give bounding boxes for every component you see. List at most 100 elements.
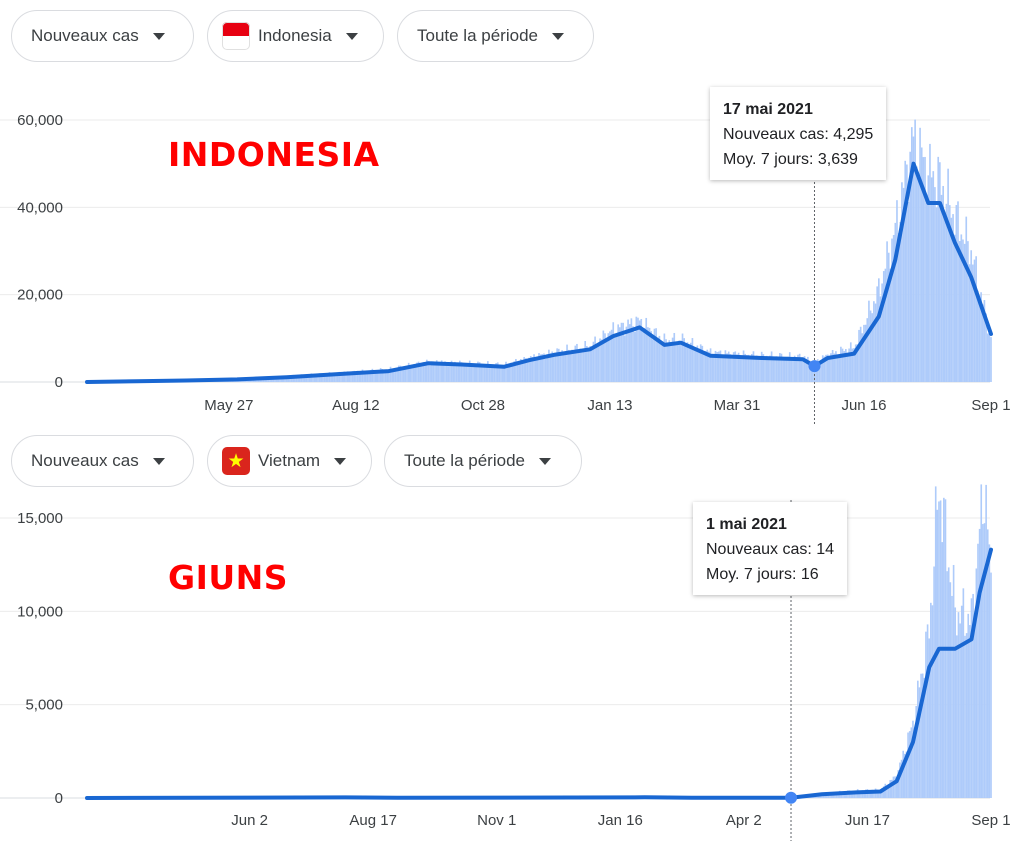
y-tick-label: 10,000 [17, 603, 63, 620]
metric-dropdown[interactable]: Nouveaux cas [11, 435, 194, 487]
daily-case-bar [328, 372, 331, 382]
daily-case-bar [534, 358, 537, 382]
x-tick-label: Sep 1 [971, 812, 1010, 829]
daily-case-bar [607, 333, 610, 382]
daily-case-bar [658, 335, 661, 382]
daily-case-bar [485, 364, 488, 382]
daily-case-bar [419, 366, 422, 382]
period-dropdown[interactable]: Toute la période [397, 10, 594, 62]
period-dropdown-label: Toute la période [404, 451, 525, 470]
daily-case-bar [952, 564, 955, 798]
daily-case-bar [982, 524, 984, 798]
daily-case-bar [317, 374, 319, 382]
daily-case-bar [746, 355, 748, 382]
daily-case-bar [820, 361, 822, 382]
daily-case-bar [886, 785, 888, 798]
daily-case-bar [340, 374, 342, 382]
daily-case-bar [978, 528, 981, 798]
daily-case-bar [663, 333, 666, 382]
daily-case-bar [701, 345, 704, 382]
daily-case-bar [863, 790, 865, 798]
daily-case-bar [899, 762, 901, 798]
daily-case-bar [878, 278, 880, 382]
daily-case-bar [977, 543, 979, 798]
daily-case-bar [473, 364, 476, 382]
daily-case-bar [544, 358, 547, 382]
daily-case-bar [434, 361, 436, 382]
daily-case-bar [754, 356, 756, 382]
x-tick-label: Jan 13 [587, 397, 632, 414]
daily-case-bar [411, 367, 413, 382]
daily-case-bar [709, 348, 712, 382]
vietnam-cases-chart[interactable]: 0 5,000 10,000 15,000 Jun 2 Aug 17 Nov 1 Jan 16… [0, 425, 1020, 850]
daily-case-bar [706, 349, 709, 382]
daily-case-bar [747, 354, 750, 382]
daily-case-bar [980, 292, 982, 382]
daily-case-bar [620, 322, 623, 382]
chevron-down-icon [538, 457, 551, 465]
daily-case-bar [891, 238, 893, 382]
period-dropdown-label: Toute la période [417, 26, 538, 45]
x-tick-label: Jun 16 [841, 397, 886, 414]
daily-case-bar [449, 362, 451, 382]
daily-case-bar [412, 364, 415, 382]
x-tick-label: Apr 2 [726, 812, 762, 829]
daily-case-bar [549, 353, 552, 382]
daily-case-bar [422, 361, 425, 382]
country-dropdown[interactable]: ★ Vietnam [207, 435, 372, 487]
x-tick-label: Mar 31 [714, 397, 761, 414]
daily-case-bar [373, 370, 375, 382]
daily-case-bar [835, 351, 837, 382]
daily-case-bar [496, 362, 499, 382]
daily-case-bar [683, 338, 685, 382]
daily-case-bar [318, 373, 321, 382]
hover-point-marker [808, 360, 821, 373]
daily-case-bar [775, 356, 778, 382]
daily-case-bar [907, 201, 910, 382]
daily-case-bar [873, 790, 875, 798]
daily-case-bar [487, 361, 489, 382]
daily-case-bar [955, 205, 958, 382]
daily-case-bar [744, 353, 747, 382]
daily-case-bar [361, 369, 364, 382]
daily-case-bar [401, 368, 403, 382]
y-tick-label: 0 [55, 374, 63, 391]
daily-case-bar [802, 358, 804, 382]
daily-case-bar [724, 350, 727, 382]
daily-case-bar [680, 342, 682, 382]
daily-case-bar [779, 353, 781, 382]
country-dropdown[interactable]: Indonesia [207, 10, 384, 62]
metric-dropdown[interactable]: Nouveaux cas [11, 10, 194, 62]
daily-case-bar [402, 366, 405, 382]
daily-case-bar [520, 359, 522, 382]
daily-case-bar [490, 365, 492, 382]
daily-case-bar [670, 344, 672, 382]
daily-case-bar [381, 369, 384, 382]
daily-case-bar [874, 303, 877, 382]
daily-case-bar [338, 371, 341, 382]
daily-case-bar [729, 354, 732, 382]
daily-case-bar [975, 256, 977, 382]
daily-case-bar [869, 310, 872, 382]
daily-case-bar [917, 680, 919, 798]
daily-case-bar [808, 360, 811, 382]
daily-case-bar [972, 593, 974, 798]
daily-case-bar [665, 339, 667, 382]
period-dropdown[interactable]: Toute la période [384, 435, 582, 487]
indonesia-cases-chart[interactable]: 0 20,000 40,000 60,000 May 27 Aug 12 Oct 28 Jan… [0, 0, 1020, 425]
daily-case-bar [990, 337, 992, 382]
daily-case-bar [650, 331, 652, 382]
daily-case-bar [930, 602, 932, 798]
daily-case-bar [755, 355, 758, 382]
daily-case-bar [394, 368, 397, 382]
daily-case-bar [739, 357, 742, 382]
daily-case-bar [960, 234, 963, 382]
daily-case-bar [919, 127, 921, 382]
daily-case-bar [323, 373, 326, 382]
chart-tooltip: 17 mai 2021 Nouveaux cas: 4,295 Moy. 7 j… [710, 87, 887, 180]
daily-case-bar [305, 374, 308, 382]
daily-case-bar [860, 791, 862, 798]
daily-case-bar [985, 313, 987, 382]
daily-case-bar [528, 357, 530, 382]
daily-case-bar [627, 319, 629, 382]
